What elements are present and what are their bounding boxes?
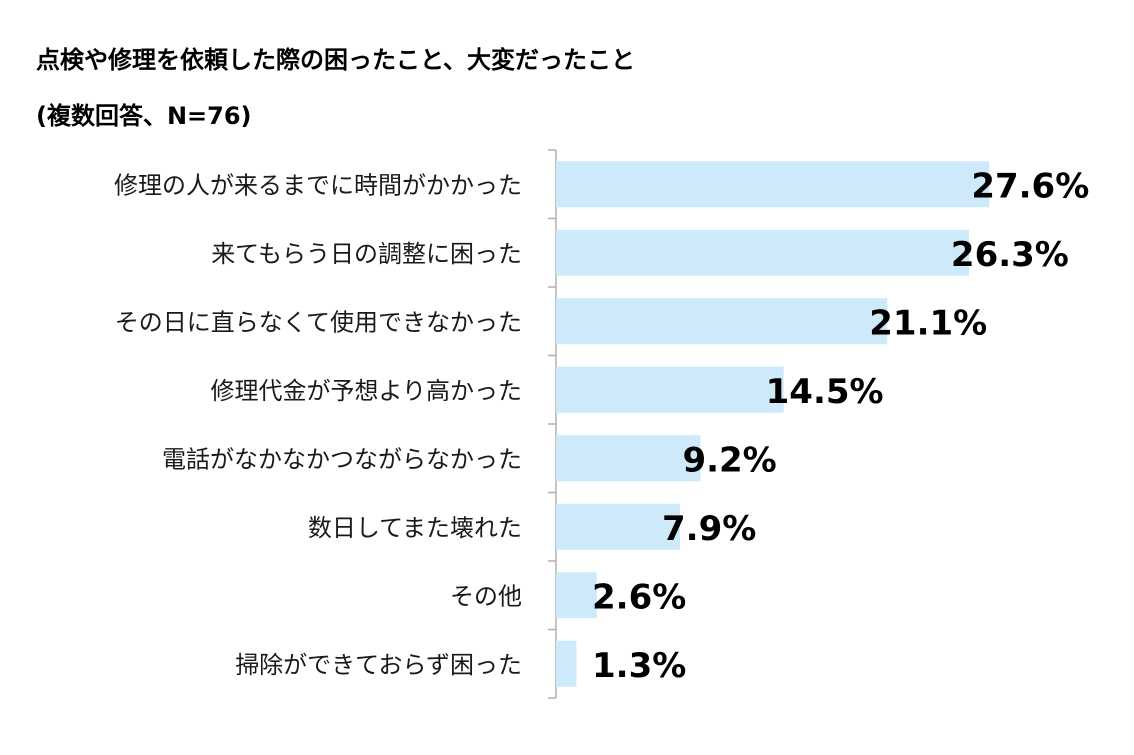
category-label: 掃除ができておらず困った <box>235 651 522 679</box>
chart-title: 点検や修理を依頼した際の困ったこと、大変だったこと <box>36 46 636 74</box>
category-label: 修理代金が予想より高かった <box>210 377 522 405</box>
value-label: 7.9% <box>662 509 756 549</box>
bar <box>556 640 577 687</box>
bar <box>556 229 969 276</box>
category-label: その日に直らなくて使用できなかった <box>115 308 522 336</box>
value-label: 27.6% <box>971 166 1089 206</box>
bar <box>556 161 990 208</box>
bar <box>556 298 888 345</box>
category-label: 数日してまた壊れた <box>308 514 522 542</box>
bar <box>556 572 597 619</box>
value-label: 1.3% <box>592 646 686 686</box>
bar <box>556 503 681 550</box>
category-label: その他 <box>450 582 522 610</box>
value-label: 21.1% <box>869 303 987 343</box>
value-label: 14.5% <box>766 372 884 412</box>
value-label: 2.6% <box>592 577 686 617</box>
category-label: 来てもらう日の調整に困った <box>211 240 522 268</box>
value-label: 9.2% <box>682 440 776 480</box>
bar <box>556 366 784 413</box>
value-label: 26.3% <box>951 235 1069 275</box>
category-label: 修理の人が来るまでに時間がかかった <box>114 171 522 199</box>
chart-subtitle: (複数回答、N=76) <box>36 102 252 130</box>
category-label: 電話がなかなかつながらなかった <box>162 445 522 473</box>
bar <box>556 435 701 482</box>
